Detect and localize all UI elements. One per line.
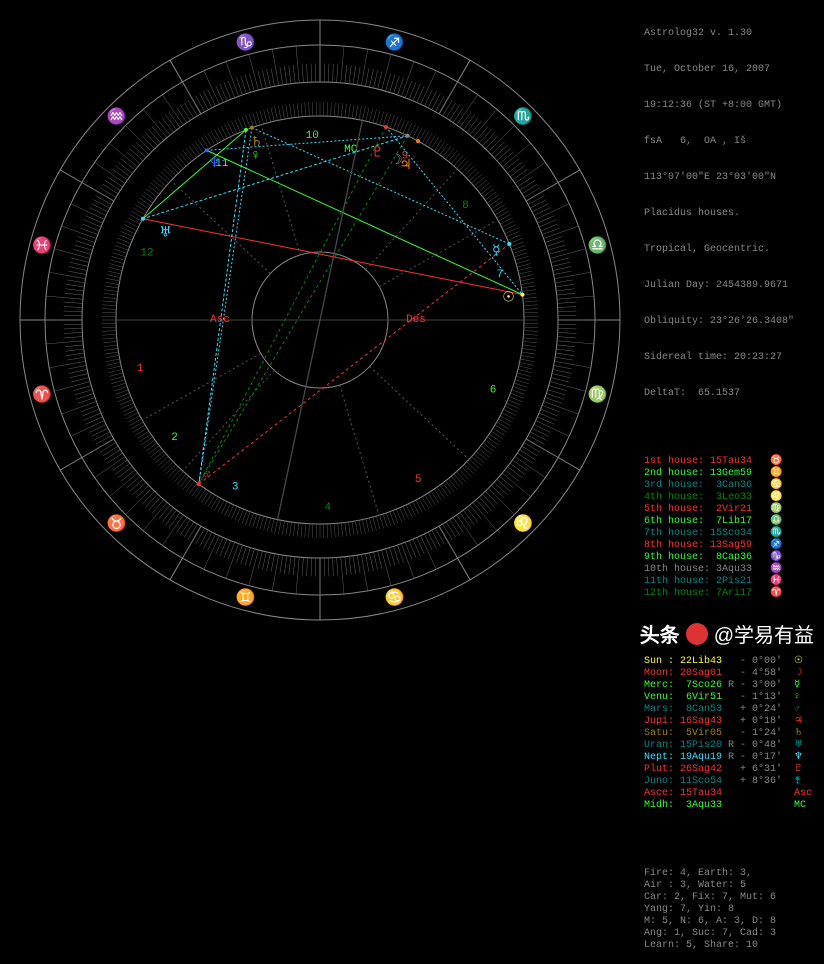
svg-text:♏: ♏ [513,107,533,127]
planet-row: Moon: 20Sag01 - 4°58' ☽ [644,668,820,680]
watermark: 头条 @学易有益 [640,619,814,648]
svg-text:♐: ♐ [384,32,404,52]
svg-text:♇: ♇ [371,146,384,162]
svg-text:7: 7 [497,269,504,281]
chart-fsa: fsA 6, OA , Iš [644,136,820,148]
planet-row: Venu: 6Vir51 - 1°13' ♀ [644,692,820,704]
svg-text:♌: ♌ [513,513,533,533]
planet-row: Jupi: 16Sag43 + 0°18' ♃ [644,716,820,728]
svg-text:♅: ♅ [159,226,172,242]
house-row: 7th house: 15Sco34 ♏ [644,528,820,540]
svg-text:♄: ♄ [250,135,263,151]
house-system: Placidus houses. [644,208,820,220]
house-row: 2nd house: 13Gem59 ♊ [644,468,820,480]
watermark-handle: @学易有益 [714,619,814,648]
svg-text:♒: ♒ [107,107,127,127]
mc-label: MC [344,144,357,156]
avatar-icon [686,623,708,645]
svg-text:♋: ♋ [384,588,404,608]
planet-row: Nept: 19Aqu19 R - 0°17' ♆ [644,752,820,764]
house-row: 4th house: 3Leo33 ♌ [644,492,820,504]
house-row: 12th house: 7Ari17 ♈ [644,588,820,600]
house-row: 3rd house: 3Can36 ♋ [644,480,820,492]
svg-text:♊: ♊ [236,588,256,608]
info-panel: Astrolog32 v. 1.30 Tue, October 16, 2007… [644,4,820,964]
planet-row: Juno: 11Sco54 + 8°36' ⚵ [644,776,820,788]
stat-line: Car: 2, Fix: 7, Mut: 6 [644,892,820,904]
svg-text:2: 2 [171,432,178,444]
asc-label: Asc [210,314,230,326]
watermark-brand: 头条 [640,619,680,648]
house-cusp-list: 1st house: 15Tau34 ♉2nd house: 13Gem59 ♊… [644,456,820,600]
natal-chart-wheel: ♈♉♊♋♌♍♎♏♐♑♒♓123456789101112☉☽☿♀♂♃♄♅♆♇ As… [0,0,640,640]
svg-text:♉: ♉ [107,513,127,533]
planet-row: Uran: 15Pis20 R - 0°48' ♅ [644,740,820,752]
julian-day: Julian Day: 2454389.9671 [644,280,820,292]
svg-text:♑: ♑ [236,32,256,52]
house-row: 10th house: 3Aqu33 ♒ [644,564,820,576]
house-row: 11th house: 2Pis21 ♓ [644,576,820,588]
svg-text:♆: ♆ [208,156,221,172]
element-stats: Fire: 4, Earth: 3,Air : 3, Water: 5Car: … [644,868,820,952]
stat-line: Learn: 5, Share: 10 [644,940,820,952]
svg-text:1: 1 [137,363,144,375]
planet-row: Midh: 3Aqu33 MC [644,800,820,812]
obliquity: Obliquity: 23°26'26.3408" [644,316,820,328]
svg-text:♈: ♈ [32,384,52,404]
house-row: 8th house: 13Sag59 ♐ [644,540,820,552]
planet-row: Merc: 7Sco26 R - 3°00' ☿ [644,680,820,692]
stat-line: Ang: 1, Suc: 7, Cad: 3 [644,928,820,940]
stat-line: M: 5, N: 6, A: 3, D: 8 [644,916,820,928]
planet-position-list: Sun : 22Lib43 - 0°00' ☉Moon: 20Sag01 - 4… [644,656,820,812]
zodiac-system: Tropical, Geocentric. [644,244,820,256]
svg-text:5: 5 [415,474,422,486]
svg-text:☉: ☉ [502,290,515,306]
stat-line: Fire: 4, Earth: 3, [644,868,820,880]
svg-text:♂: ♂ [203,467,211,483]
sidereal-time: Sidereal time: 20:23:27 [644,352,820,364]
svg-text:4: 4 [324,502,331,514]
planet-row: Satu: 5Vir05 - 1°24' ♄ [644,728,820,740]
stat-line: Air : 3, Water: 5 [644,880,820,892]
planet-row: Mars: 8Can53 + 0°24' ♂ [644,704,820,716]
svg-text:☿: ☿ [492,243,501,259]
chart-coords: 113°07'00"E 23°03'00"N [644,172,820,184]
svg-text:6: 6 [490,384,497,396]
house-row: 6th house: 7Lib17 ♎ [644,516,820,528]
chart-time: 19:12:36 (ST +8:00 GMT) [644,100,820,112]
svg-text:♓: ♓ [32,236,52,256]
planet-row: Asce: 15Tau34 Asc [644,788,820,800]
planet-row: Sun : 22Lib43 - 0°00' ☉ [644,656,820,668]
svg-text:12: 12 [140,248,153,260]
app-title: Astrolog32 v. 1.30 [644,28,820,40]
house-row: 5th house: 2Vir21 ♍ [644,504,820,516]
svg-text:10: 10 [306,130,319,142]
planet-row: Plut: 26Sag42 + 6°31' ♇ [644,764,820,776]
chart-date: Tue, October 16, 2007 [644,64,820,76]
house-row: 9th house: 8Cap36 ♑ [644,552,820,564]
stat-line: Yang: 7, Yin: 8 [644,904,820,916]
svg-text:3: 3 [232,482,239,494]
svg-text:8: 8 [462,200,469,212]
house-row: 1st house: 15Tau34 ♉ [644,456,820,468]
svg-text:♍: ♍ [588,384,608,404]
deltat: DeltaT: 65.1537 [644,388,820,400]
des-label: Des [406,314,426,326]
svg-text:♃: ♃ [399,158,412,174]
svg-text:♎: ♎ [588,236,608,256]
